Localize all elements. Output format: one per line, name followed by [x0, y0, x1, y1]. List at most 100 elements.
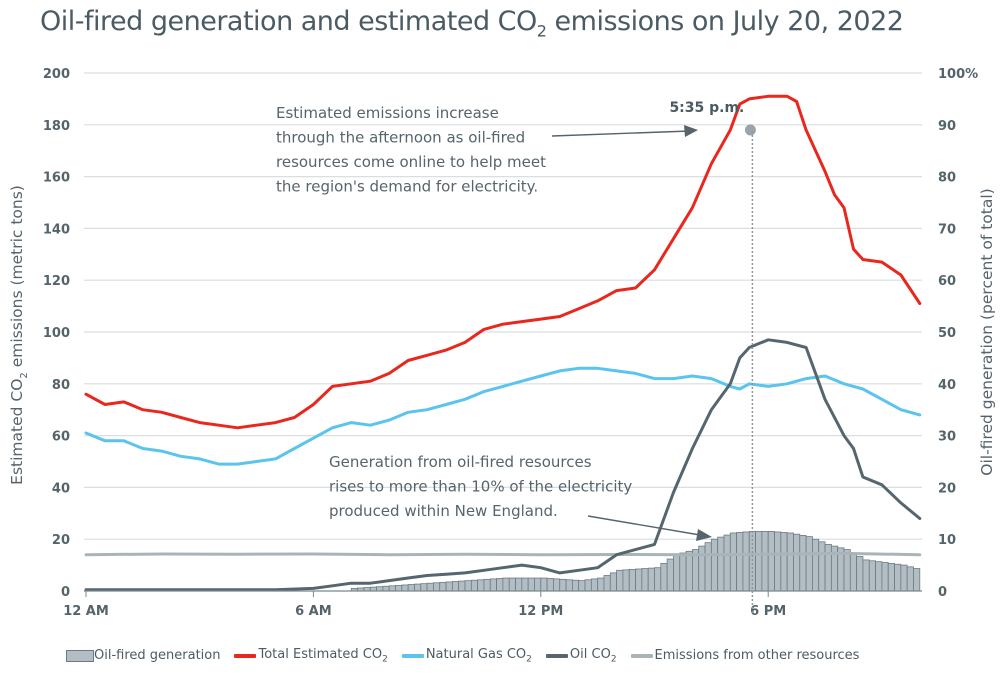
oil-generation-bar — [824, 543, 832, 592]
y-tick-right-label: 50 — [938, 326, 956, 341]
oil-generation-bar — [856, 556, 864, 592]
emissions-note-arrowhead-icon — [684, 125, 698, 137]
chart-title: Oil-fired generation and estimated CO2 e… — [40, 6, 904, 41]
x-tick-label: 6 AM — [295, 604, 332, 619]
oil-generation-bar — [906, 566, 914, 592]
oil-generation-bar — [622, 569, 630, 592]
title-text-rest: emissions on July 20, 2022 — [546, 6, 904, 37]
x-tick-label: 6 PM — [750, 604, 786, 619]
oil-generation-bar — [698, 545, 706, 592]
legend-item-emissions-from-other-resources: Emissions from other resources — [630, 648, 859, 663]
oil-generation-bar — [736, 532, 744, 592]
series-line-emissions-from-other-resources — [84, 551, 922, 557]
oil-generation-bar — [894, 563, 902, 592]
y-tick-left-label: 0 — [61, 585, 70, 600]
y-tick-right-label: 20 — [938, 481, 956, 496]
generation-note-arrow-line — [587, 515, 701, 536]
oil-generation-bar — [540, 577, 548, 592]
title-subscript: 2 — [536, 21, 547, 41]
y-tick-left-label: 140 — [43, 222, 70, 237]
oil-generation-bar — [767, 531, 775, 592]
annotations: 5:35 p.m. Estimated emissions increase thr… — [276, 100, 756, 615]
oil-generation-bar — [710, 538, 719, 592]
oil-generation-bar — [799, 535, 807, 592]
y-tick-right-label: 0 — [938, 585, 947, 600]
oil-generation-bar — [654, 567, 662, 592]
y-axis-right-label: Oil-fired generation (percent of total) — [978, 188, 996, 475]
oil-generation-bar — [496, 578, 504, 592]
oil-generation-bar — [704, 542, 712, 592]
legend-item-natural-gas-co2: Natural Gas CO2 — [401, 647, 532, 665]
y-tick-right-label: 30 — [938, 430, 956, 445]
x-tick-label: 12 AM — [63, 604, 109, 619]
oil-generation-bar — [913, 568, 921, 592]
oil-generation-bar — [887, 562, 895, 592]
oil-generation-bar — [717, 536, 725, 592]
oil-generation-bar — [723, 534, 731, 592]
y-tick-left-label: 80 — [52, 378, 70, 393]
legend-label: Total Estimated CO2 — [258, 647, 388, 665]
y-tick-right-label: 40 — [938, 378, 956, 393]
y-tick-right-label: 90 — [938, 119, 956, 134]
oil-generation-bar — [433, 582, 441, 592]
emissions-note-arrow-line — [551, 130, 691, 137]
oil-generation-bar — [584, 579, 592, 592]
oil-generation-bar — [603, 575, 611, 592]
oil-generation-bar — [786, 532, 794, 592]
marker-dot — [744, 124, 756, 136]
oil-generation-bar — [571, 579, 580, 592]
oil-generation-bar — [395, 584, 403, 592]
legend-swatch — [66, 649, 94, 662]
oil-generation-bar — [862, 559, 870, 592]
y-tick-left-label: 200 — [43, 67, 70, 82]
oil-generation-bar — [647, 567, 655, 592]
legend-label: Oil CO2 — [569, 647, 617, 665]
oil-generation-bar — [761, 531, 769, 592]
legend-swatch — [545, 653, 568, 658]
y-tick-left-label: 20 — [52, 533, 70, 548]
legend: Oil-fired generation Total Estimated CO2 N… — [66, 647, 873, 665]
legend-item-total-estimated-co2: Total Estimated CO2 — [234, 647, 388, 665]
y-tick-right-label: 60 — [938, 274, 956, 289]
emissions-note-text: the region's demand for electricity. — [276, 178, 538, 196]
generation-note-text: produced within New England. — [329, 502, 558, 520]
series-lines — [84, 94, 922, 592]
series-line-total-estimated-co2 — [84, 94, 922, 430]
legend-swatch — [630, 653, 653, 658]
oil-generation-bar — [483, 578, 491, 592]
oil-generation-bar — [489, 578, 497, 592]
y-tick-right-label: 100% — [938, 67, 978, 82]
emissions-note-text: resources come online to help meet — [276, 153, 546, 171]
oil-generation-bar — [843, 549, 851, 592]
y-tick-right-label: 70 — [938, 222, 956, 237]
generation-note-arrowhead-icon — [696, 529, 712, 541]
oil-generation-bar — [382, 585, 390, 592]
oil-generation-bar — [521, 577, 529, 592]
oil-generation-bar — [578, 580, 586, 592]
oil-generation-bar — [401, 584, 409, 592]
oil-generation-bar — [439, 581, 447, 592]
oil-generation-bar — [597, 577, 605, 592]
oil-generation-bar — [685, 550, 693, 592]
oil-generation-bar — [742, 531, 750, 592]
oil-generation-bar — [868, 560, 876, 592]
legend-swatch — [401, 653, 424, 658]
oil-generation-bar — [793, 533, 801, 592]
oil-generation-bars — [350, 531, 921, 592]
oil-generation-bar — [641, 568, 649, 592]
oil-generation-bar — [900, 564, 908, 592]
y-tick-left-label: 180 — [43, 119, 70, 134]
generation-note-text: rises to more than 10% of the electricit… — [329, 478, 632, 496]
oil-generation-bar — [445, 581, 453, 592]
oil-generation-bar — [534, 577, 542, 592]
y-tick-left-label: 40 — [52, 481, 70, 496]
oil-generation-bar — [458, 580, 466, 592]
legend-label: Oil-fired generation — [94, 648, 221, 664]
oil-generation-bar — [502, 577, 510, 592]
oil-generation-bar — [849, 552, 858, 592]
oil-generation-bar — [609, 572, 617, 592]
oil-generation-bar — [376, 586, 384, 592]
oil-generation-bar — [388, 585, 396, 592]
oil-generation-bar — [527, 577, 535, 592]
